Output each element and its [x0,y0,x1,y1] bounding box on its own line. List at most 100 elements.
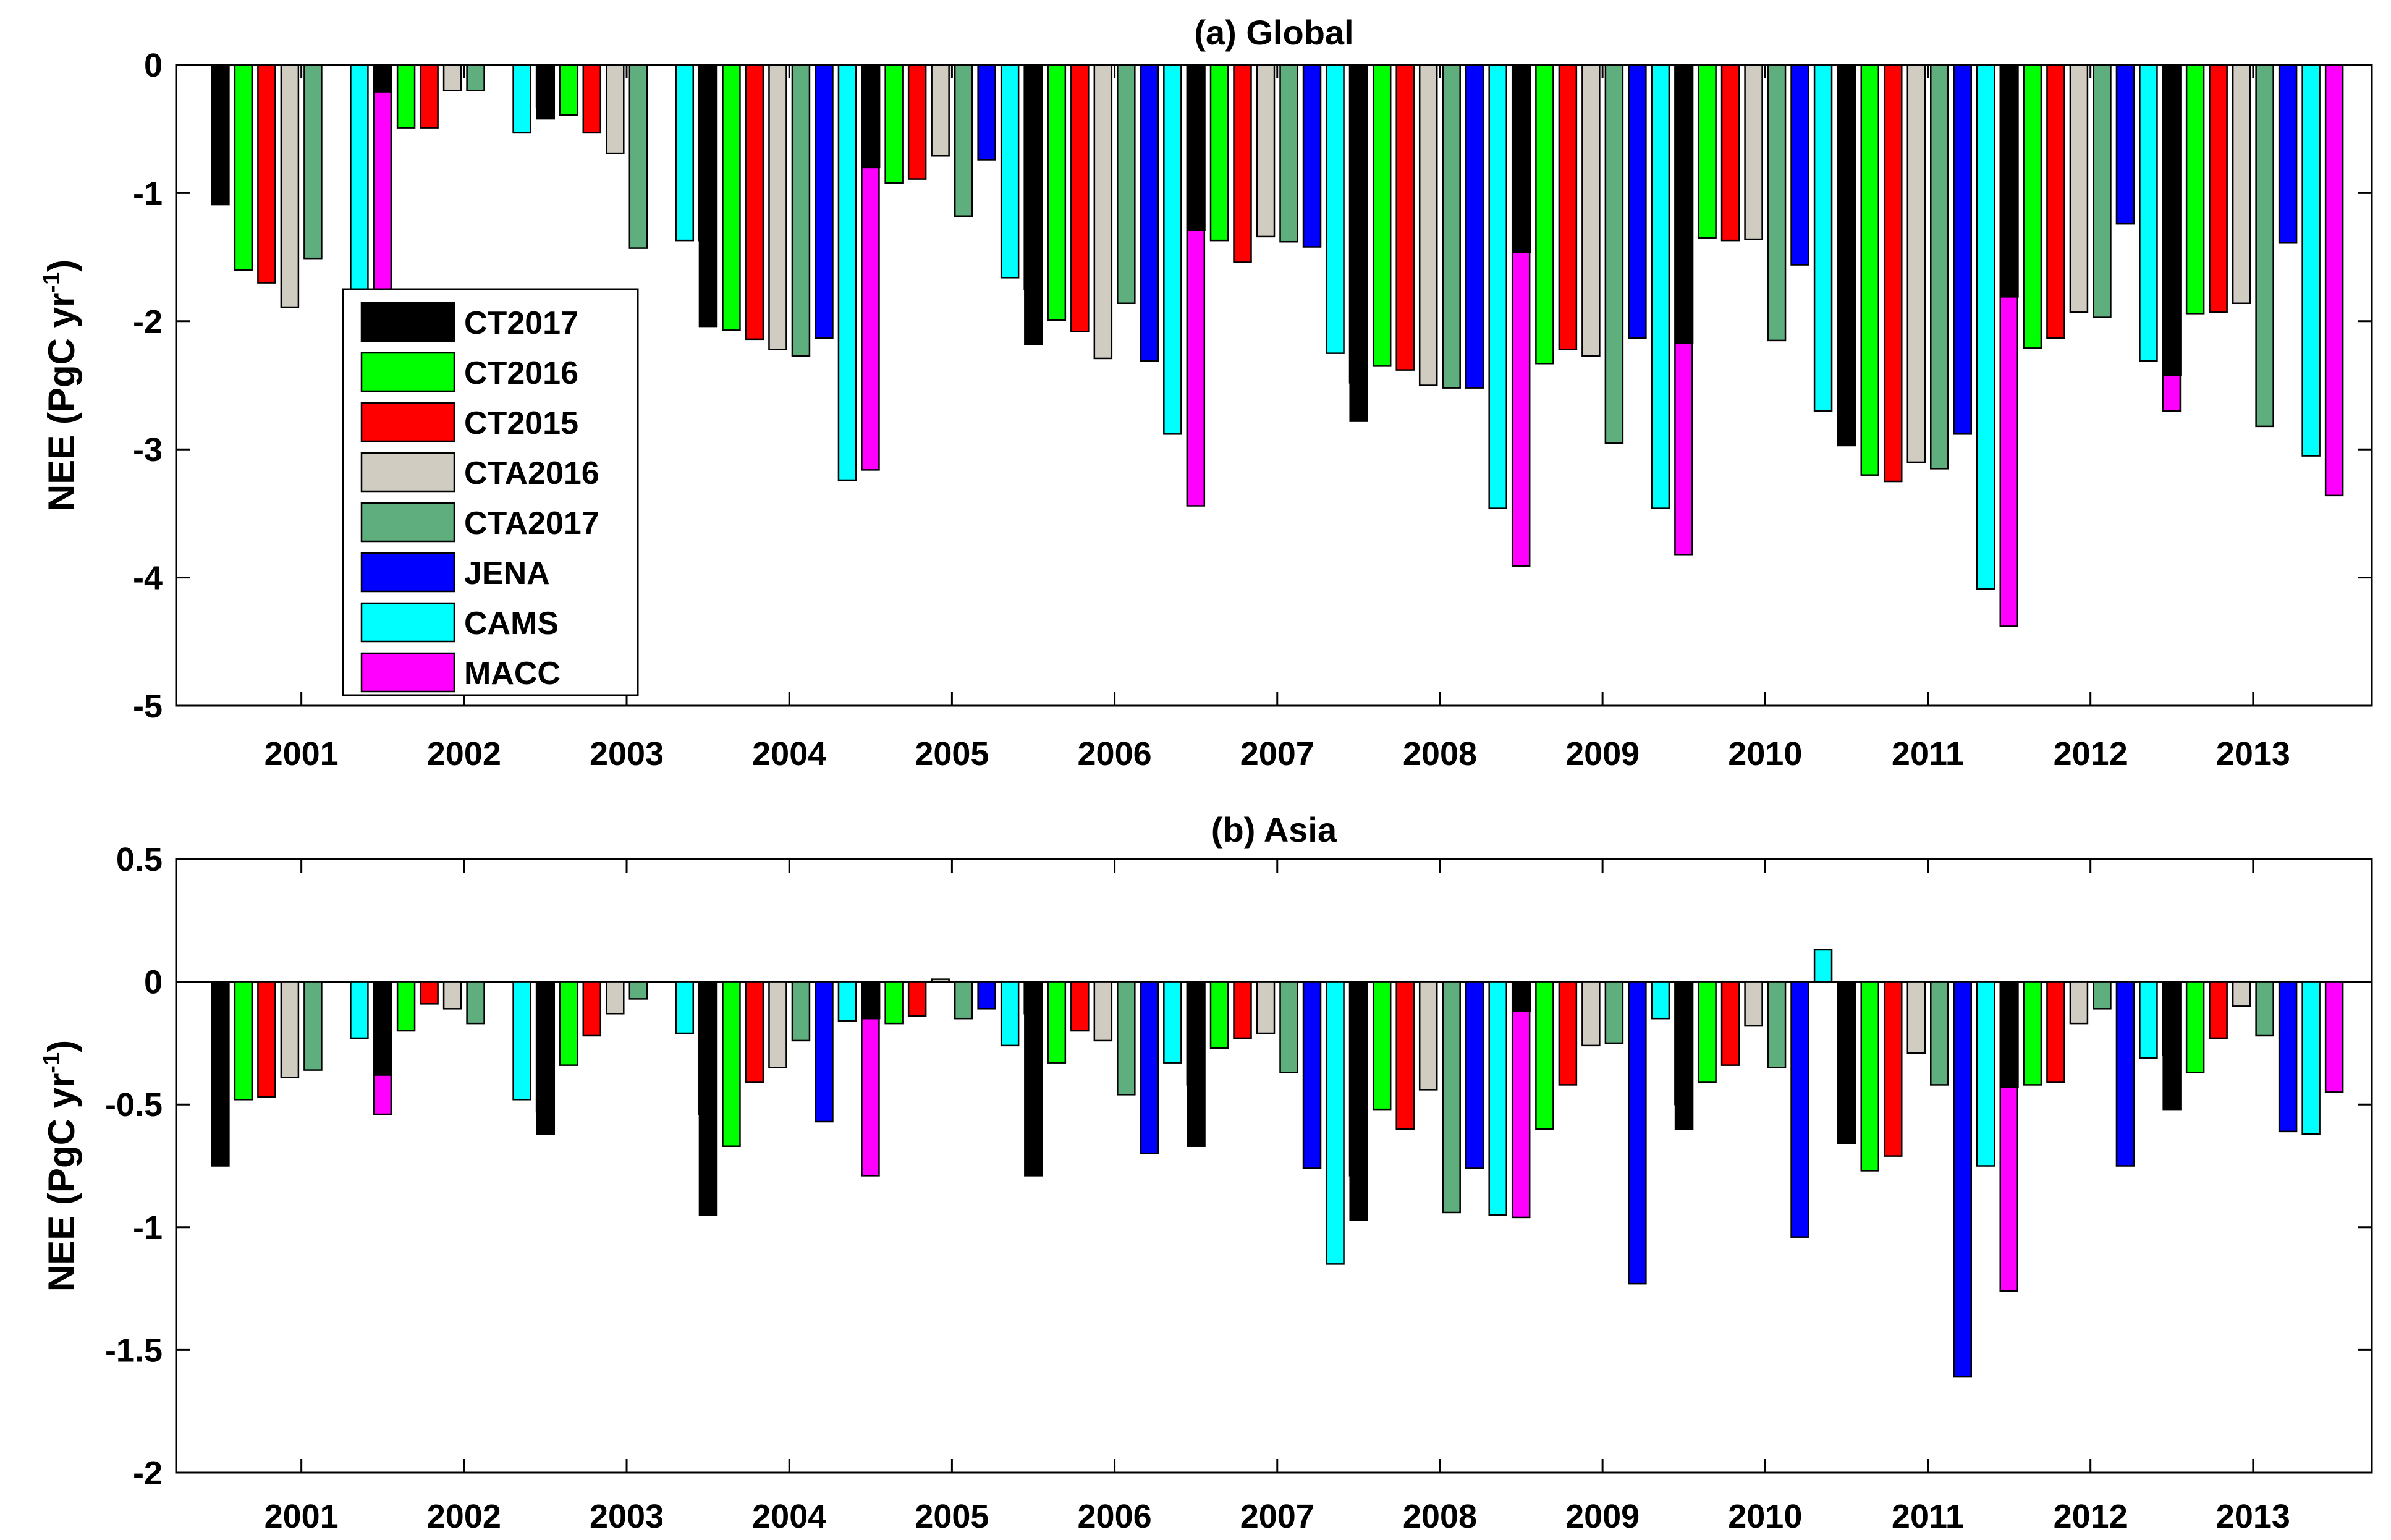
bar-jena-2006 [1140,64,1159,362]
bar-cta2017-2004 [791,981,811,1042]
bar-ct2017-2002 [373,981,392,1076]
bar-jena-2008 [1465,981,1484,1169]
bar-ct2017-2013 [2162,64,2182,376]
x-tick-label: 2008 [1403,1498,1477,1535]
bar-ct2016-2006 [1047,981,1067,1064]
bar-ct2015-2006 [1070,981,1090,1032]
bar-ct2015-2009 [1558,64,1578,350]
bar-jena-2008 [1465,64,1484,389]
bar-cams-2010 [1813,949,1833,983]
bar-cta2016-2010 [1744,981,1763,1027]
legend-label-macc: MACC [464,656,561,692]
bar-ct2017-2012 [2000,64,2019,298]
bar-ct2016-2004 [722,64,741,331]
bar-macc-2008 [1511,981,1531,1219]
bar-ct2015-2002 [420,981,439,1005]
bar-ct2016-2003 [559,64,578,116]
bar-cams-2009 [1651,981,1670,1020]
legend-label-cta2017: CTA2017 [464,506,599,541]
bar-cta2017-2006 [1117,64,1136,305]
y-tick-label: -2 [133,1455,163,1492]
x-tick-label: 2011 [1892,1498,1964,1535]
bar-cta2016-2003 [606,981,625,1015]
y-tick-label: -1 [133,175,163,212]
bar-cams-2006 [1163,64,1182,435]
x-tick-label: 2005 [915,1498,989,1535]
bar-ct2015-2013 [2209,64,2228,313]
legend-swatch-macc [360,652,455,693]
bar-jena-2013 [2278,981,2298,1133]
bar-ct2016-2009 [1535,981,1554,1130]
bar-ct2016-2002 [396,981,416,1032]
bar-ct2017-2011 [1837,64,1856,447]
bar-ct2015-2006 [1070,64,1090,332]
x-tick-label: 2012 [2054,735,2128,772]
legend-swatch-cta2016 [360,452,455,493]
bar-ct2015-2005 [907,981,927,1017]
bar-ct2016-2012 [2023,64,2042,349]
bar-ct2017-2006 [1024,981,1043,1177]
legend-swatch-ct2017 [360,302,455,342]
bar-jena-2012 [2115,64,2135,225]
bar-jena-2009 [1628,64,1647,339]
bar-ct2017-2009 [1512,64,1531,253]
bar-ct2016-2005 [884,64,904,184]
bar-cams-2011 [1976,64,1995,590]
x-tick-label: 2011 [1892,735,1964,772]
x-tick-label: 2013 [2216,735,2290,772]
bar-cta2016-2005 [931,978,950,983]
bar-ct2017-2013 [2162,981,2182,1111]
bar-ct2016-2006 [1047,64,1067,321]
legend: CT2017 CT2016 CT2015 CTA2016 CTA2017 JENA CAMS… [342,288,639,696]
bar-cta2017-2002 [466,981,485,1025]
bar-cta2017-2009 [1604,981,1624,1044]
bar-ct2015-2010 [1720,981,1740,1066]
bar-cta2017-2008 [1442,64,1461,389]
x-tick-label: 2006 [1078,1498,1152,1535]
bar-cams-2007 [1326,64,1345,354]
bar-cta2017-2009 [1604,64,1624,444]
bar-ct2017-2001 [211,981,230,1167]
bar-ct2015-2013 [2209,981,2228,1039]
bar-ct2016-2004 [722,981,741,1147]
y-tick-label: 0.5 [116,841,163,878]
bar-ct2016-2011 [1860,981,1880,1172]
x-tick-label: 2012 [2054,1498,2128,1535]
bar-ct2017-2012 [2000,981,2019,1088]
y-tick-label: -1 [133,1209,163,1246]
y-tick-label: -1.5 [105,1332,163,1369]
bar-ct2015-2012 [2046,981,2065,1083]
bar-ct2016-2001 [234,981,253,1101]
bar-cta2016-2005 [931,64,950,157]
bar-cta2016-2013 [2232,981,2251,1007]
legend-swatch-ct2015 [360,402,455,442]
chart-title: (a) Global [1194,13,1353,52]
bar-cta2017-2002 [466,64,485,91]
y-tick-label: -2 [133,303,163,341]
bar-cams-2011 [1976,981,1995,1167]
bar-cams-2005 [1000,981,1020,1047]
bar-ct2016-2007 [1209,981,1229,1049]
legend-swatch-jena [360,552,455,593]
bar-cta2017-2008 [1442,981,1461,1214]
bar-ct2015-2002 [420,64,439,129]
x-tick-label: 2001 [264,735,339,772]
legend-label-ct2015: CT2015 [464,405,578,441]
bar-ct2015-2012 [2046,64,2065,339]
x-tick-label: 2002 [427,1498,501,1535]
panel-asia: (b) Asia NEE (PgC yr-1) -2 -1.5 -1 -0.5 0 0.5 20… [39,810,2373,1535]
bar-jena-2005 [977,981,996,1010]
x-tick-label: 2010 [1728,1498,1802,1535]
y-tick-label: 0 [144,964,163,1001]
bar-jena-2007 [1302,981,1322,1169]
y-tick-label: 0 [144,47,163,84]
bar-jena-2006 [1140,981,1159,1154]
bar-jena-2004 [815,64,834,339]
bar-cta2016-2008 [1418,64,1438,386]
bar-cams-2006 [1163,981,1182,1064]
bar-ct2017-2005 [861,981,881,1020]
x-tick-label: 2009 [1565,735,1640,772]
bar-ct2015-2004 [745,981,764,1083]
bar-cams-2003 [675,981,695,1034]
bar-cta2016-2003 [606,64,625,154]
